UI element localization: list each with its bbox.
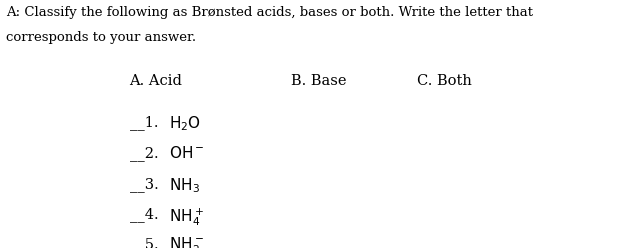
Text: __4.: __4. <box>130 207 163 222</box>
Text: __2.: __2. <box>130 146 163 161</box>
Text: B. Base: B. Base <box>291 74 346 88</box>
Text: A: Classify the following as Brønsted acids, bases or both. Write the letter tha: A: Classify the following as Brønsted ac… <box>6 6 533 19</box>
Text: __5.: __5. <box>130 237 163 248</box>
Text: corresponds to your answer.: corresponds to your answer. <box>6 31 197 44</box>
Text: __3.: __3. <box>130 177 163 192</box>
Text: $\mathregular{NH_3}$: $\mathregular{NH_3}$ <box>169 176 200 195</box>
Text: $\mathregular{NH_2^-}$: $\mathregular{NH_2^-}$ <box>169 236 204 248</box>
Text: $\mathregular{NH_4^+}$: $\mathregular{NH_4^+}$ <box>169 206 204 228</box>
Text: $\mathregular{H_2O}$: $\mathregular{H_2O}$ <box>169 114 201 133</box>
Text: A. Acid: A. Acid <box>130 74 183 88</box>
Text: $\mathregular{OH^-}$: $\mathregular{OH^-}$ <box>169 145 205 161</box>
Text: __1.: __1. <box>130 115 162 130</box>
Text: C. Both: C. Both <box>417 74 472 88</box>
